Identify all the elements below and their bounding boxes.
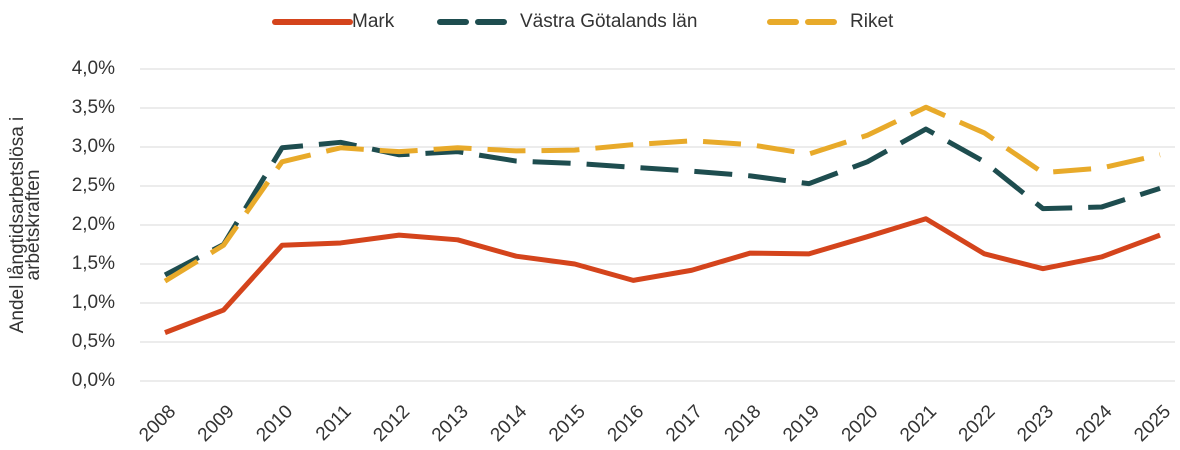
y-tick-label: 4,0%: [72, 58, 115, 79]
x-tick-label: 2012: [369, 401, 414, 446]
x-tick-label: 2018: [721, 401, 766, 446]
x-tick-label: 2014: [487, 401, 532, 446]
x-tick-label: 2024: [1072, 401, 1117, 446]
y-tick-label: 1,5%: [72, 253, 115, 274]
x-tick-label: 2016: [604, 401, 649, 446]
y-tick-label: 0,5%: [72, 331, 115, 352]
y-axis-label: Andel långtidsarbetslösa i: [7, 117, 28, 334]
x-tick-label: 2015: [545, 401, 590, 446]
x-tick-label: 2022: [955, 401, 1000, 446]
legend-label: Riket: [850, 11, 894, 32]
y-tick-label: 3,5%: [72, 97, 115, 118]
x-tick-label: 2013: [428, 401, 473, 446]
y-tick-label: 2,5%: [72, 175, 115, 196]
legend-label: Västra Götalands län: [520, 11, 697, 32]
series-line: [163, 104, 1161, 284]
series-line: [164, 216, 1161, 335]
y-axis-label: arbetskraften: [23, 170, 44, 281]
x-tick-label: 2011: [312, 401, 356, 445]
y-tick-label: 1,0%: [72, 292, 115, 313]
legend-label: Mark: [352, 11, 395, 32]
series-line: [163, 126, 1161, 278]
y-tick-label: 2,0%: [72, 214, 115, 235]
x-tick-label: 2025: [1130, 401, 1175, 446]
x-tick-label: 2021: [896, 401, 941, 446]
x-tick-label: 2020: [838, 401, 883, 446]
y-tick-label: 3,0%: [72, 136, 115, 157]
x-tick-label: 2009: [194, 401, 239, 446]
x-tick-label: 2019: [779, 401, 824, 446]
x-tick-label: 2010: [252, 401, 297, 446]
y-tick-label: 0,0%: [72, 370, 115, 391]
x-tick-label: 2017: [662, 401, 707, 446]
x-tick-label: 2023: [1013, 401, 1058, 446]
x-tick-label: 2008: [135, 401, 180, 446]
